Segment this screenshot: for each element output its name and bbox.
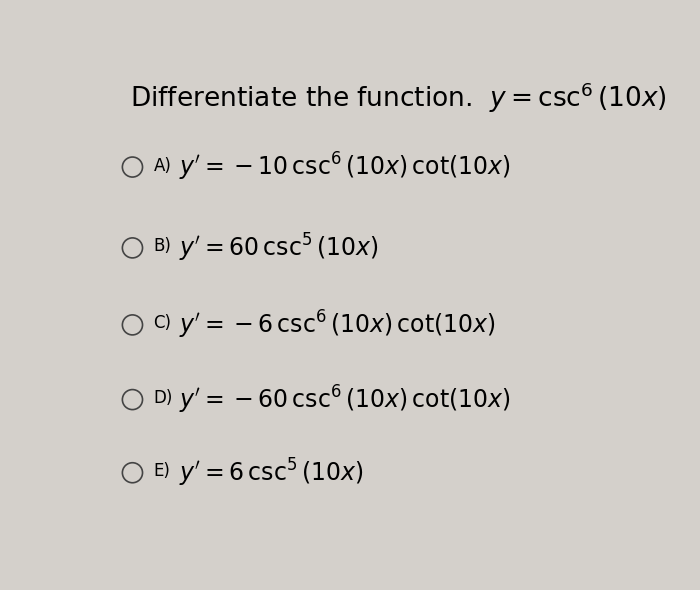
Text: $y' = -60\,\csc^{6}(10x)\,\cot(10x)$: $y' = -60\,\csc^{6}(10x)\,\cot(10x)$: [179, 384, 511, 416]
Text: A): A): [153, 156, 172, 175]
Text: Differentiate the function.  $y = \csc^{6}(10x)$: Differentiate the function. $y = \csc^{6…: [130, 80, 667, 115]
Text: $y' = 6\,\csc^{5}(10x)$: $y' = 6\,\csc^{5}(10x)$: [179, 457, 364, 489]
Text: $y' = -10\,\csc^{6}(10x)\,\cot(10x)$: $y' = -10\,\csc^{6}(10x)\,\cot(10x)$: [179, 151, 511, 183]
Text: $y' = -6\,\csc^{6}(10x)\,\cot(10x)$: $y' = -6\,\csc^{6}(10x)\,\cot(10x)$: [179, 309, 496, 341]
Text: E): E): [153, 462, 170, 480]
Text: D): D): [153, 389, 173, 407]
Text: $y' = 60\,\csc^{5}(10x)$: $y' = 60\,\csc^{5}(10x)$: [179, 232, 379, 264]
Text: C): C): [153, 314, 172, 332]
Text: B): B): [153, 237, 172, 255]
